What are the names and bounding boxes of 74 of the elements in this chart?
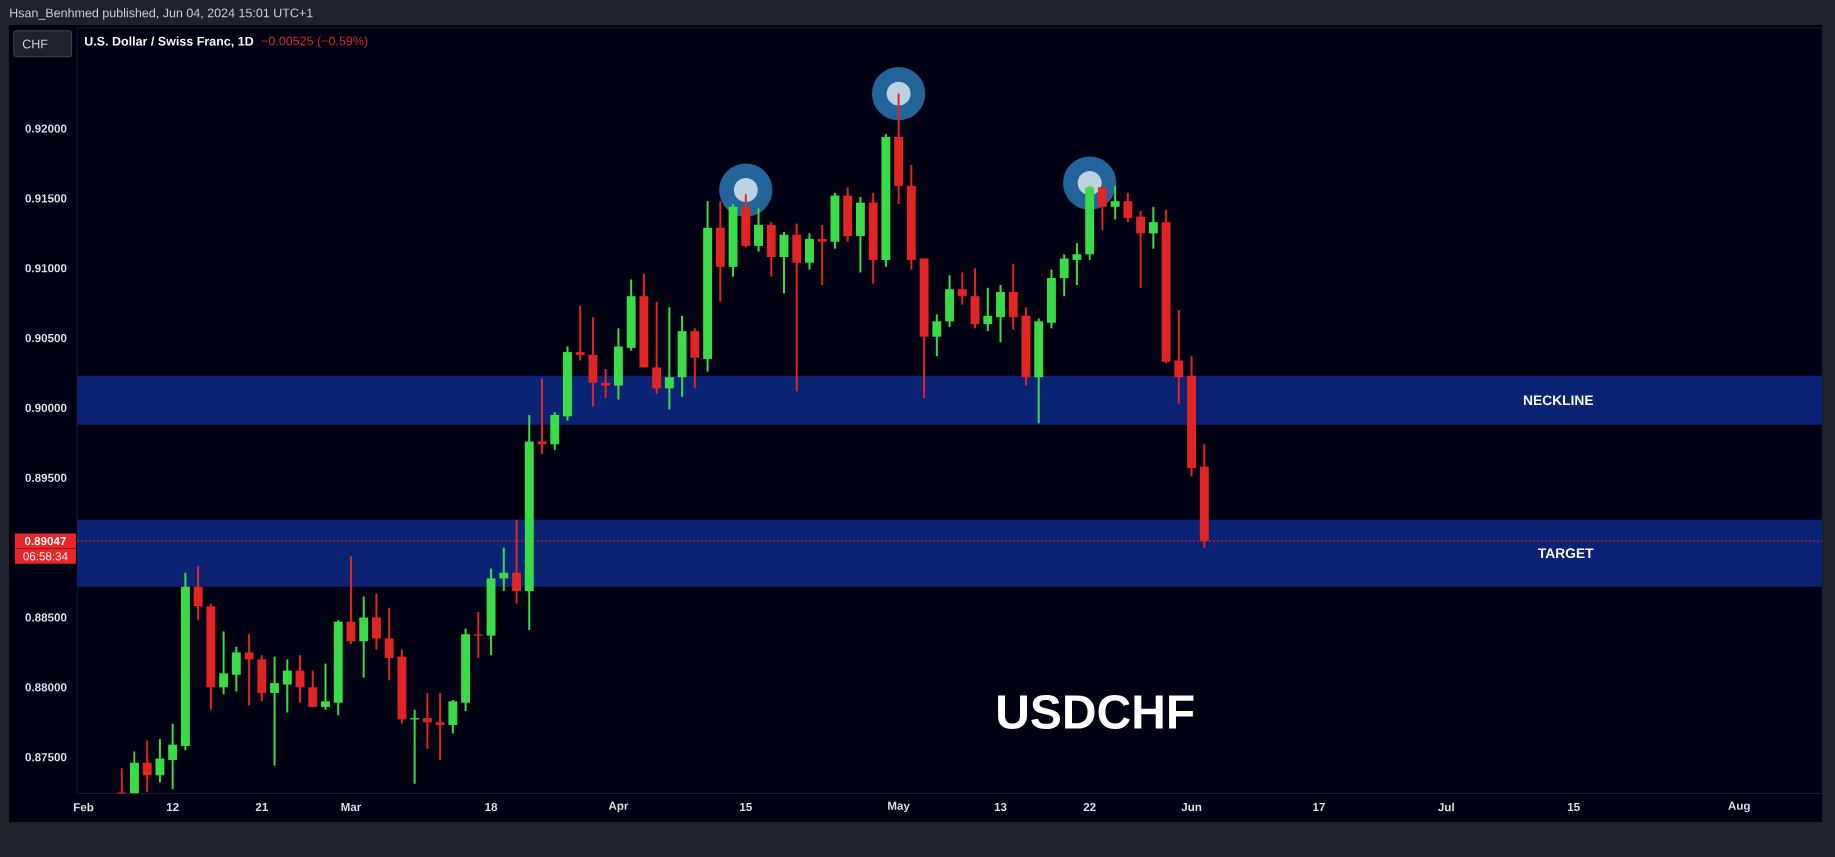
text: −0.00525 (−0.59%) <box>261 36 368 48</box>
candlestick <box>473 610 483 659</box>
candlestick <box>270 655 279 767</box>
y-tick-label: 0.91000 <box>25 264 67 273</box>
candlestick <box>448 698 458 735</box>
candlestick <box>231 645 241 693</box>
candlestick <box>308 669 318 708</box>
candlestick <box>359 595 369 679</box>
candlestick <box>116 767 128 794</box>
candlestick <box>422 691 432 750</box>
candlestick <box>155 738 165 784</box>
text: 06:58:34 <box>23 552 68 561</box>
x-tick-label: 15 <box>740 802 752 812</box>
x-tick-label: 18 <box>485 802 498 812</box>
text: Hsan_Benhmed published, Jun 04, 2024 15:01 UTC+1 <box>10 8 313 20</box>
x-tick-label: Jun <box>1181 802 1202 812</box>
y-tick-label: 0.92000 <box>25 124 67 133</box>
candlestick <box>652 300 662 395</box>
band-label: TARGET <box>1538 548 1594 559</box>
candlestick <box>1148 205 1158 250</box>
x-tick-label: May <box>888 801 910 813</box>
x-tick-label: 12 <box>166 802 179 812</box>
band-label: NECKLINE <box>1523 395 1594 406</box>
candlestick <box>537 377 547 456</box>
y-tick-label: 0.90500 <box>25 333 67 343</box>
x-tick-label: 22 <box>1083 802 1096 812</box>
text: CHF <box>22 39 48 49</box>
y-tick-label: 0.88000 <box>25 683 67 692</box>
candlestick <box>193 564 203 622</box>
candlestick <box>371 592 381 651</box>
y-tick-label: 0.89500 <box>25 473 67 482</box>
candlestick <box>1072 242 1082 287</box>
candlestick <box>321 662 330 711</box>
ref-line-label: 0.89047 <box>24 536 66 546</box>
point <box>719 163 773 217</box>
candlestick <box>983 286 993 333</box>
candlestick <box>1123 191 1133 224</box>
text: U.S. Dollar / Swiss Franc, 1D <box>84 36 254 48</box>
candlestick <box>1097 186 1107 232</box>
candlestick <box>142 739 152 794</box>
candlestick <box>499 546 509 592</box>
y-tick-label: 0.88500 <box>25 613 67 622</box>
candlestick <box>1110 184 1120 221</box>
x-tick-label: Feb <box>73 802 94 812</box>
candlestick <box>932 313 942 358</box>
candlestick <box>754 207 763 253</box>
y-tick-label: 0.87500 <box>25 753 67 762</box>
candlestick <box>282 658 292 714</box>
x-tick-label: Apr <box>608 801 629 813</box>
candlestick <box>244 633 254 707</box>
candlestick <box>957 271 967 306</box>
candlestick <box>1136 209 1146 289</box>
x-tick-label: Jul <box>1438 802 1454 812</box>
x-tick-label: Aug <box>1728 801 1750 813</box>
x-tick-label: 17 <box>1313 803 1325 811</box>
x-tick-label: Mar <box>341 802 362 812</box>
candlestick <box>575 304 585 362</box>
candlestick <box>601 367 611 400</box>
y-tick-label: 0.91500 <box>25 194 67 203</box>
candlestick <box>1174 309 1184 405</box>
candlestick <box>1059 253 1069 298</box>
candlestick <box>168 722 178 791</box>
candlestick <box>817 223 827 287</box>
candlestick <box>805 232 814 271</box>
x-tick-label: 13 <box>994 802 1007 812</box>
x-tick-label: 21 <box>255 802 268 812</box>
candlestick <box>384 606 394 682</box>
x-tick-label: 15 <box>1567 802 1580 812</box>
point <box>871 67 926 121</box>
annotation: USDCHF <box>998 695 1194 729</box>
candlestick <box>435 691 445 761</box>
y-tick-label: 0.90000 <box>25 403 67 413</box>
candlestick <box>219 630 229 696</box>
candlestick <box>664 306 674 411</box>
